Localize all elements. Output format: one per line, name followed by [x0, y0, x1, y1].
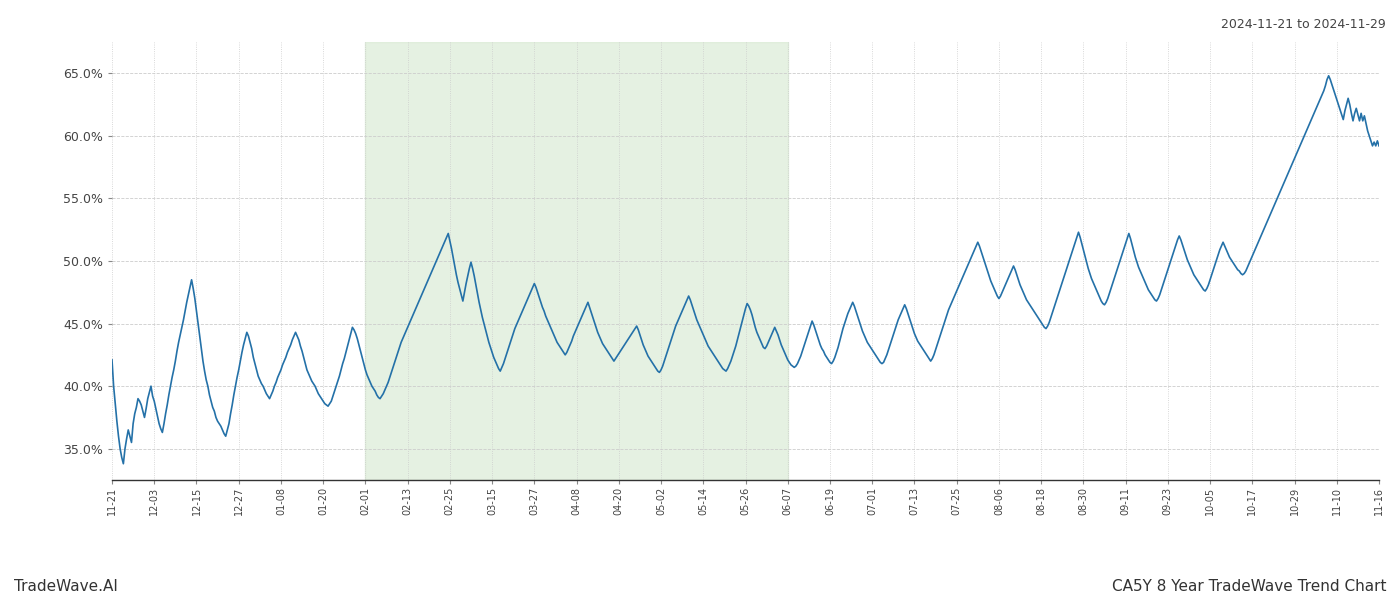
Text: 2024-11-21 to 2024-11-29: 2024-11-21 to 2024-11-29: [1221, 18, 1386, 31]
Text: CA5Y 8 Year TradeWave Trend Chart: CA5Y 8 Year TradeWave Trend Chart: [1112, 579, 1386, 594]
Bar: [365, 42, 788, 480]
Text: TradeWave.AI: TradeWave.AI: [14, 579, 118, 594]
